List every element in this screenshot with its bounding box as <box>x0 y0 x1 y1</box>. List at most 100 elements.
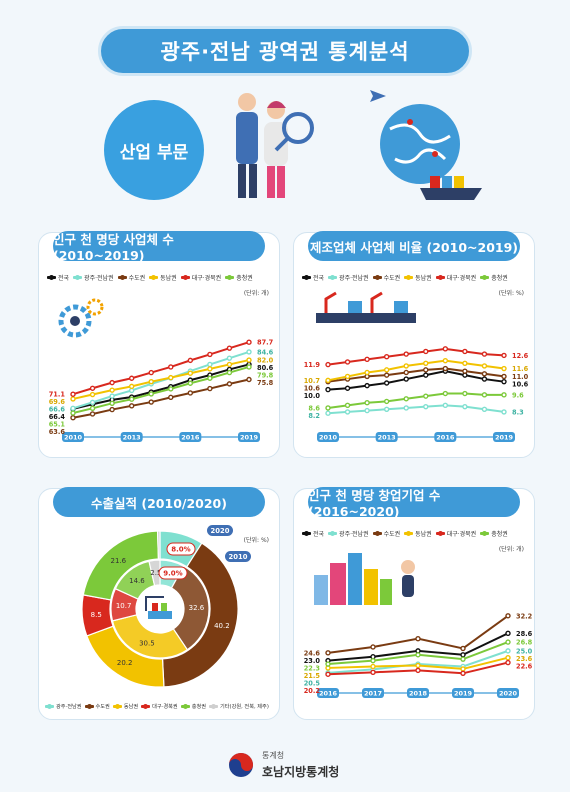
panel-startups-per-thousand: 인구 천 명당 창업기업 수 (2016~2020) 전국 광주·전남권 수도권… <box>293 487 535 720</box>
data-point-dongnam <box>370 663 376 670</box>
callout-outer-bubble <box>158 566 188 580</box>
data-point-chungcheong <box>246 364 252 370</box>
panel-firms-per-thousand: 인구 천 명당 사업체 수 (2010~2019) 전국 광주·전남권 수도권 … <box>38 231 280 458</box>
panel-manufacturing-ratio: 제조업체 사업체 비율 (2010~2019) 전국 광주·전남권 수도권 동남… <box>293 231 535 458</box>
legend-korea: 전국 <box>313 531 325 538</box>
x-tick-badge <box>62 432 84 442</box>
x-tick-label: 2016 <box>436 434 455 442</box>
data-point-gwangju <box>481 406 488 412</box>
data-point-chungcheong <box>187 380 194 386</box>
data-label-gwangju: 8.2 <box>308 412 320 420</box>
legend: 전국 광주·전남권 수도권 동남권 대구·경북권 충청권 <box>47 273 253 282</box>
data-point-dongnam <box>403 363 409 369</box>
data-point-korea <box>344 385 351 391</box>
x-tick-label: 2013 <box>378 434 396 442</box>
data-point-capital <box>415 635 421 642</box>
x-tick-badge <box>179 432 202 442</box>
data-label-gwangju: 66.6 <box>49 406 66 414</box>
legend-capital: 수도권 <box>383 275 401 282</box>
series-line-daegu <box>72 341 250 396</box>
x-tick-label: 2010 <box>64 434 83 442</box>
data-point-chungcheong <box>325 661 331 667</box>
data-label-korea: 80.6 <box>257 364 274 372</box>
legend: 광주·전남권 수도권 동남권 대구·경북권 충청권 기타(강원, 전북, 제주) <box>45 703 269 710</box>
legend-dongnam: 동남권 <box>415 531 432 538</box>
data-point-korea <box>383 380 390 386</box>
x-tick-label: 2016 <box>181 434 200 442</box>
slice-label-inner: 10.7 <box>116 602 132 610</box>
slice-label-outer: 21.6 <box>110 557 126 565</box>
data-point-dongnam <box>462 360 468 366</box>
data-point-korea <box>423 372 429 378</box>
data-point-capital <box>370 644 376 650</box>
data-point-korea <box>364 382 370 389</box>
legend-dongnam: 동남권 <box>160 275 177 282</box>
data-point-daegu <box>481 351 488 357</box>
business-people-icon <box>236 93 314 198</box>
legend-dongnam: 동남권 <box>123 704 139 710</box>
data-point-daegu <box>325 361 331 368</box>
data-point-korea <box>505 630 511 637</box>
x-tick-badge <box>452 688 474 698</box>
data-point-capital <box>168 394 174 401</box>
data-point-chungcheong <box>344 402 351 409</box>
data-label-capital: 32.2 <box>516 612 533 620</box>
data-label-chungcheong: 26.8 <box>516 639 533 647</box>
unit-label: (단위: %) <box>243 537 269 544</box>
x-tick-label: 2019 <box>240 434 259 442</box>
series-line-gwangju <box>327 404 505 415</box>
panel-title: 인구 천 명당 사업체 수 (2010~2019) <box>53 231 265 263</box>
data-point-capital <box>148 399 154 405</box>
data-point-capital <box>423 367 429 373</box>
data-point-daegu <box>168 364 174 370</box>
data-point-daegu <box>501 352 507 359</box>
data-point-korea <box>501 378 507 385</box>
data-point-gwangju <box>501 409 507 415</box>
series-line-daegu <box>327 347 505 366</box>
data-point-korea <box>325 386 331 393</box>
data-point-dongnam <box>383 367 390 373</box>
data-point-dongnam <box>246 357 252 363</box>
data-point-daegu <box>460 670 466 677</box>
x-tick-label: 2019 <box>454 690 473 698</box>
data-point-capital <box>89 411 96 417</box>
data-point-dongnam <box>187 370 194 376</box>
data-label-gwangju: 20.5 <box>304 680 321 688</box>
data-point-chungcheong <box>505 639 511 645</box>
x-tick-badge <box>120 432 143 442</box>
data-point-dongnam <box>325 377 331 384</box>
data-point-korea <box>403 376 409 382</box>
data-label-dongnam: 69.6 <box>49 398 66 406</box>
data-point-chungcheong <box>383 398 390 405</box>
callout-outer: 9.0% <box>163 570 182 578</box>
data-point-chungcheong <box>226 369 233 376</box>
data-point-capital <box>501 373 507 380</box>
data-point-capital <box>462 368 468 374</box>
slice-label-inner: 14.6 <box>129 577 145 585</box>
data-point-chungcheong <box>481 392 488 398</box>
x-tick-label: 2018 <box>409 690 428 698</box>
slice-label-inner: 30.5 <box>139 640 155 648</box>
data-point-dongnam <box>226 361 233 368</box>
x-tick-badge <box>434 432 457 442</box>
ring-label-outer-badge <box>225 551 251 562</box>
data-point-dongnam <box>505 654 511 661</box>
legend-capital: 수도권 <box>95 704 110 710</box>
hero-illustration <box>236 90 482 200</box>
legend-chungcheong: 충청권 <box>191 704 207 710</box>
data-point-chungcheong <box>460 656 466 662</box>
series-line-korea <box>72 363 250 410</box>
data-label-daegu: 71.1 <box>49 391 66 399</box>
data-point-daegu <box>442 346 449 352</box>
data-point-daegu <box>344 359 351 365</box>
panel-title: 인구 천 명당 창업기업 수 (2016~2020) <box>308 487 520 519</box>
data-point-gwangju <box>109 393 115 399</box>
callout-inner: 8.0% <box>171 546 190 554</box>
data-label-chungcheong: 9.6 <box>512 391 524 399</box>
legend-daegu: 대구·경북권 <box>446 275 477 282</box>
data-point-daegu <box>226 345 233 351</box>
unit-label: (단위: 개) <box>243 290 269 297</box>
legend: 전국 광주·전남권 수도권 동남권 대구·경북권 충청권 <box>302 529 508 538</box>
data-point-capital <box>207 385 213 392</box>
data-point-capital <box>460 645 466 652</box>
